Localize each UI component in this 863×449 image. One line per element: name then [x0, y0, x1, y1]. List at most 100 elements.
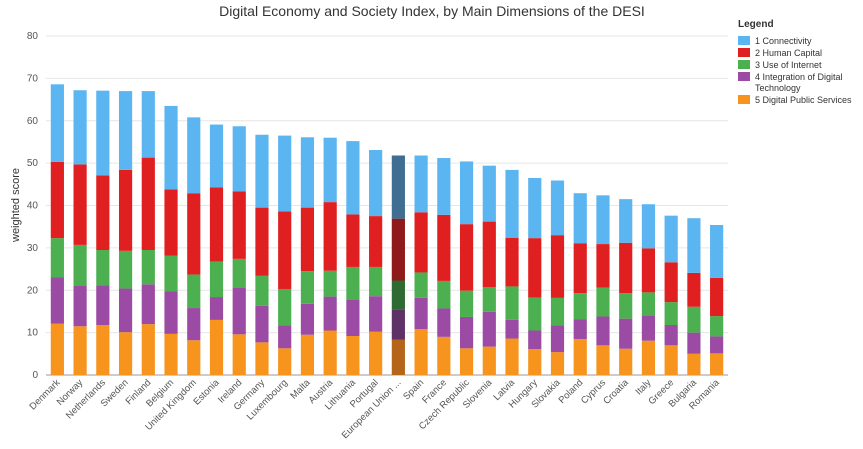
y-tick-label: 40	[27, 201, 39, 212]
bar-segment	[437, 158, 451, 215]
bar-segment	[346, 299, 360, 337]
bar-segment	[573, 193, 587, 244]
bar-segment	[96, 285, 110, 325]
bar-segment	[346, 266, 360, 300]
bar-segment	[209, 124, 224, 188]
bar-segment	[50, 323, 64, 375]
bar-segment	[573, 319, 587, 339]
legend-swatch	[738, 60, 750, 69]
bar-segment	[573, 293, 587, 320]
bar-segment	[619, 348, 633, 375]
chart-title: Digital Economy and Society Index, by Ma…	[219, 3, 645, 19]
y-tick-label: 30	[27, 243, 39, 254]
bar-segment	[50, 277, 64, 324]
bar-segment	[255, 305, 269, 343]
bar-segment	[255, 207, 269, 276]
bars	[50, 84, 724, 375]
bar-segment	[437, 336, 451, 375]
bar-segment	[505, 338, 519, 375]
bar-segment	[255, 134, 269, 208]
bar-segment	[96, 324, 110, 375]
bar-segment	[118, 169, 133, 251]
bar-segment	[187, 340, 201, 375]
bar-segment	[187, 117, 201, 194]
bar-segment	[528, 177, 542, 239]
bar-segment	[255, 275, 269, 306]
bar-segment	[459, 348, 474, 375]
y-tick-label: 0	[32, 370, 38, 381]
bar-segment	[73, 286, 87, 327]
bar-segment	[50, 84, 64, 162]
bar-segment	[528, 238, 542, 298]
bar-segment	[482, 221, 496, 288]
bar-segment	[391, 339, 405, 375]
bar-segment	[369, 149, 383, 217]
bar-segment	[687, 332, 701, 354]
bar-segment	[141, 91, 155, 158]
bar-segment	[550, 180, 565, 236]
bar-segment	[619, 199, 633, 243]
bar-segment	[278, 135, 292, 212]
bar-segment	[232, 191, 246, 259]
y-tick-label: 70	[27, 73, 39, 84]
legend-swatch	[738, 48, 750, 57]
bar-segment	[346, 141, 360, 215]
bar-segment	[300, 334, 315, 375]
legend-entry: 2 Human Capital	[755, 48, 822, 58]
bar-segment	[687, 272, 701, 307]
bar-segment	[232, 126, 246, 192]
bar-segment	[687, 218, 701, 273]
bar-segment	[619, 293, 633, 319]
bar-segment	[482, 346, 496, 375]
bar-segment	[323, 296, 337, 331]
bar-segment	[73, 90, 87, 165]
bar-segment	[278, 325, 292, 349]
bar-segment	[414, 297, 428, 330]
bar-segment	[664, 324, 678, 346]
bar-segment	[255, 342, 269, 375]
bar-segment	[164, 333, 178, 375]
legend-swatch	[738, 95, 750, 104]
bar-segment	[278, 288, 292, 326]
bar-segment	[141, 249, 155, 285]
bar-segment	[369, 266, 383, 297]
bar-segment	[323, 330, 337, 375]
bar-segment	[118, 91, 133, 170]
x-tick-label: Denmark	[27, 377, 62, 412]
bar-segment	[459, 161, 474, 225]
bar-segment	[209, 297, 224, 320]
bar-segment	[346, 336, 360, 375]
bar-segment	[482, 287, 496, 312]
bar-segment	[118, 250, 133, 289]
bar-segment	[482, 311, 496, 347]
bar-segment	[118, 288, 133, 333]
bar-segment	[505, 286, 519, 320]
bar-segment	[164, 105, 178, 190]
y-tick-label: 60	[27, 116, 39, 127]
bar-segment	[459, 224, 474, 291]
bar-segment	[141, 324, 155, 375]
legend-entry: 1 Connectivity	[755, 36, 812, 46]
legend-entry: 4 Integration of Digital Technology	[755, 72, 843, 93]
bar-segment	[641, 292, 656, 316]
bar-segment	[710, 336, 724, 354]
bar-segment	[414, 329, 428, 375]
bar-segment	[209, 187, 224, 262]
bar-segment	[187, 308, 201, 341]
bar-segment	[96, 90, 110, 176]
bar-segment	[573, 243, 587, 294]
bar-segment	[346, 214, 360, 267]
bar-segment	[619, 318, 633, 349]
bar-segment	[437, 308, 451, 337]
bar-segment	[391, 155, 405, 219]
bar-segment	[209, 261, 224, 298]
bar-segment	[710, 277, 724, 317]
bar-segment	[550, 352, 565, 375]
bar-segment	[641, 315, 656, 341]
bar-segment	[528, 330, 542, 350]
bar-segment	[596, 195, 610, 245]
bar-segment	[505, 237, 519, 287]
bar-segment	[369, 216, 383, 267]
